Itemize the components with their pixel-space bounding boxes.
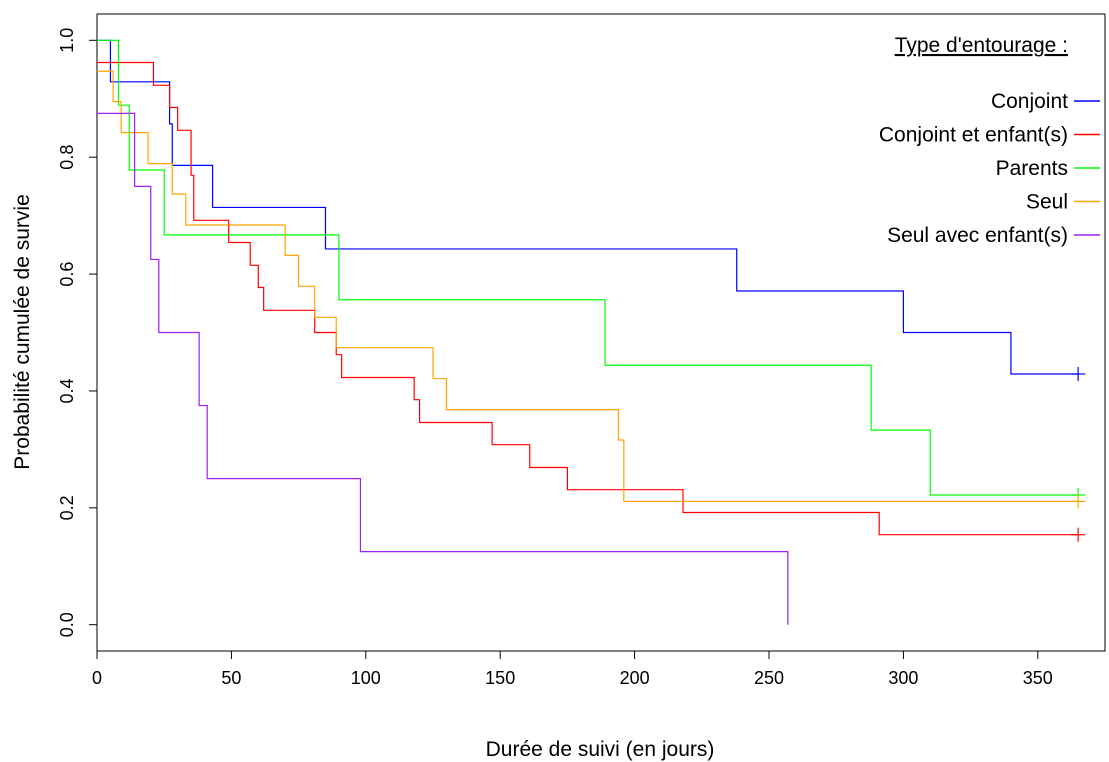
y-tick-label: 0.8 [57,145,77,170]
x-axis: 0 50 100 150 200 250 300 350 [92,651,1053,688]
plot-frame [96,13,1106,652]
legend-label: Conjoint et enfant(s) [879,124,1068,147]
series-line [97,39,1079,375]
legend: Type d'entourage : Conjoint Conjoint et e… [879,34,1100,247]
legend-label: Parents [996,157,1068,180]
y-tick-label: 1.0 [57,28,77,53]
x-tick-label: 100 [351,668,381,688]
x-tick-label: 0 [92,668,102,688]
x-tick-label: 250 [754,668,784,688]
y-axis-label: Probabilité cumulée de survie [11,194,34,469]
y-tick-label: 0.2 [57,495,77,520]
legend-label: Seul avec enfant(s) [887,224,1068,247]
x-tick-label: 350 [1023,668,1053,688]
y-axis: 0.0 0.2 0.4 0.6 0.8 1.0 [57,28,97,637]
series-line [97,39,1079,496]
x-tick-label: 150 [485,668,515,688]
y-tick-label: 0.6 [57,262,77,287]
legend-title: Type d'entourage : [895,34,1068,57]
x-tick-label: 300 [888,668,918,688]
x-tick-label: 50 [221,668,241,688]
series-line [97,112,789,625]
legend-label: Seul [1026,191,1068,214]
series-line [97,61,1079,536]
x-axis-label: Durée de suivi (en jours) [486,738,715,761]
y-tick-label: 0.4 [57,378,77,403]
plot-area [97,39,1086,625]
legend-label: Conjoint [991,90,1068,113]
y-tick-label: 0.0 [57,612,77,637]
x-tick-label: 200 [620,668,650,688]
